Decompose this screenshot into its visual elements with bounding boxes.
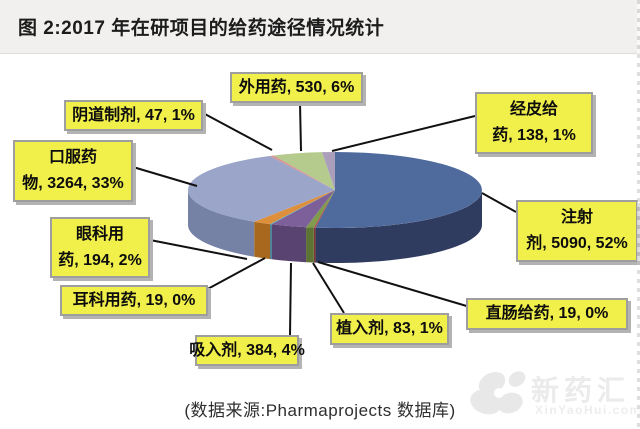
pie-label-line: 注射 [560, 209, 593, 226]
pie-label-line: 经皮给 [509, 101, 558, 118]
pie-label-otic: 耳科用药, 19, 0% [60, 285, 208, 316]
pie-label-line: 耳科用药, 19, 0% [72, 291, 196, 309]
watermark-domain-text: XinYaoHui.com [535, 403, 640, 417]
leader-line-vaginal [202, 112, 273, 151]
pie-label-vaginal: 阴道制剂, 47, 1% [64, 100, 203, 131]
pie-label-line: 植入剂, 83, 1% [336, 320, 443, 337]
pie-label-topical: 外用药, 530, 6% [230, 72, 363, 103]
figure-title: 图 2:2017 年在研项目的给药途径情况统计 [18, 18, 385, 39]
leader-line-inhalation [289, 262, 292, 336]
leader-line-topical [299, 102, 302, 152]
pie-label-implant: 植入剂, 83, 1% [330, 313, 449, 345]
pie-slice-vaginal [269, 155, 335, 190]
pie-slice-implant [306, 190, 335, 228]
pie-label-rectal: 直肠给药, 19, 0% [466, 298, 628, 330]
pie-slice-oral [188, 155, 335, 222]
leader-line-ophthalmic [149, 239, 248, 260]
page-edge-artifact [637, 0, 640, 429]
watermark-brand-text: 新药汇 [531, 375, 631, 406]
leader-line-otic [203, 257, 266, 292]
pie-label-injection: 注射剂, 5090, 52% [516, 200, 638, 262]
pie-label-line: 外用药, 530, 6% [238, 78, 355, 96]
pie-side-oral [188, 190, 255, 257]
pie-slice-ophthalmic [254, 190, 335, 225]
pie-side-otic [270, 224, 272, 260]
pie-slice-injection [315, 152, 482, 228]
pie-label-line: 阴道制剂, 47, 1% [72, 106, 195, 124]
pie-slice-otic [270, 190, 335, 225]
leader-line-rectal [317, 261, 471, 308]
watermark: 新药汇 XinYaoHui.com [469, 365, 640, 423]
figure-title-bar: 图 2:2017 年在研项目的给药途径情况统计 [0, 0, 640, 54]
pie-label-transdermal: 经皮给药, 138, 1% [475, 92, 593, 154]
leader-line-injection [481, 192, 517, 213]
clover-logo-icon [470, 371, 526, 415]
data-source-caption: (数据来源:Pharmaprojects 数据库) [184, 401, 456, 420]
pie-label-oral: 口服药物, 3264, 33% [13, 140, 133, 202]
pie-slice-topical [273, 152, 335, 190]
pie-label-line: 眼科用 [75, 225, 124, 243]
pie-side-rectal [313, 227, 316, 263]
pie-side-implant [306, 227, 314, 263]
pie-label-line: 剂, 5090, 52% [526, 235, 628, 252]
pie-label-line: 药, 138, 1% [492, 127, 576, 144]
pie-label-line: 口服药 [48, 149, 97, 166]
pie-side-injection [315, 190, 482, 264]
pie-label-line: 药, 194, 2% [58, 251, 142, 269]
leader-line-transdermal [331, 115, 476, 152]
leader-line-implant [312, 262, 345, 314]
pie-slice-inhalation [271, 190, 335, 228]
pie-label-line: 吸入剂, 384, 4% [189, 341, 305, 359]
pie-label-line: 物, 3264, 33% [22, 175, 124, 192]
pie-label-ophthalmic: 眼科用药, 194, 2% [50, 217, 150, 278]
pie-side-inhalation [271, 224, 307, 263]
pie-label-line: 直肠给药, 19, 0% [485, 305, 609, 322]
pie-slice-rectal [313, 190, 335, 228]
pie-side-ophthalmic [254, 221, 271, 260]
pie-label-inhalation: 吸入剂, 384, 4% [189, 335, 305, 366]
leader-line-oral [132, 166, 198, 187]
pie-slice-transdermal [321, 152, 335, 190]
